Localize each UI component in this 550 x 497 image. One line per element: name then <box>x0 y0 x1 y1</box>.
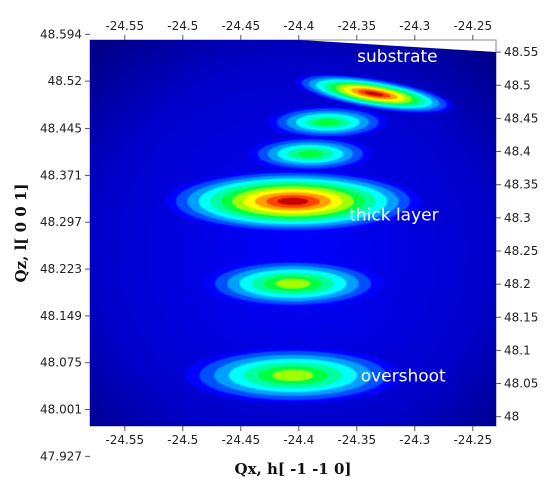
peak-contour <box>296 150 324 158</box>
x-tick-label-top: -24.25 <box>453 19 492 33</box>
y-tick-label-left: 48.075 <box>40 356 82 370</box>
peak-contour <box>314 118 341 126</box>
x-tick-label-top: -24.45 <box>221 19 260 33</box>
x-tick-label-bottom: -24.5 <box>167 433 198 447</box>
y-tick-label-right: 48.55 <box>504 45 538 59</box>
axes-layer: -24.55 -24.5 -24.45 -24.4 -24.35 -24.3 -24.25 -… <box>40 19 538 463</box>
x-tick-label-bottom: -24.25 <box>453 433 492 447</box>
peak-thick-layer <box>165 170 421 233</box>
y-tick-label-left: 48.371 <box>40 168 82 182</box>
x-tick-label-bottom: -24.4 <box>283 433 314 447</box>
y-tick-label-right: 48 <box>504 410 519 424</box>
peak-substrate <box>295 74 454 114</box>
y-tick-label-right: 48.2 <box>504 277 531 291</box>
x-tick-label-bottom: -24.55 <box>105 433 144 447</box>
y-tick-label-right: 48.25 <box>504 244 538 258</box>
y-tick-label-right: 48.05 <box>504 377 538 391</box>
map-layer <box>90 40 496 426</box>
x-tick-label-bottom: -24.35 <box>337 433 376 447</box>
y-tick-label-right: 48.15 <box>504 310 538 324</box>
y-tick-label-right: 48.35 <box>504 178 538 192</box>
y-tick-label-right: 48.1 <box>504 343 531 357</box>
y-axis-title: Qz, l[ 0 0 1] <box>12 184 30 283</box>
x-tick-label-bottom: -24.3 <box>399 433 430 447</box>
x-tick-label-bottom: -24.45 <box>221 433 260 447</box>
peaks-layer <box>165 74 454 404</box>
y-tick-label-left: 47.927 <box>40 449 82 463</box>
peak-contour <box>364 91 384 97</box>
y-tick-label-right: 48.5 <box>504 78 531 92</box>
y-tick-label-right: 48.4 <box>504 145 531 159</box>
y-tick-label-left: 48.223 <box>40 262 82 276</box>
peak-contour <box>277 197 309 206</box>
y-tick-label-right: 48.3 <box>504 211 531 225</box>
x-axis-title: Qx, h[ -1 -1 0] <box>235 460 352 478</box>
y-tick-label-right: 48.45 <box>504 111 538 125</box>
y-tick-label-left: 48.297 <box>40 215 82 229</box>
y-tick-label-left: 48.594 <box>40 27 82 41</box>
x-tick-label-top: -24.5 <box>167 19 198 33</box>
annotation-thick-layer: thick layer <box>349 205 438 225</box>
annotation-overshoot: overshoot <box>361 367 446 387</box>
peak-layer-peak-3 <box>248 136 373 171</box>
y-tick-label-left: 48.445 <box>40 122 82 136</box>
annotation-substrate: substrate <box>357 47 437 67</box>
measured-region <box>90 40 496 426</box>
x-tick-label-top: -24.3 <box>399 19 430 33</box>
y-tick-label-left: 48.001 <box>40 403 82 417</box>
peak-contour <box>272 370 314 381</box>
peak-layer-peak-5 <box>203 259 383 308</box>
y-tick-label-left: 48.52 <box>48 74 82 88</box>
x-tick-label-top: -24.35 <box>337 19 376 33</box>
peak-layer-peak-2 <box>267 106 388 139</box>
annotations-layer: substrate thick layer overshoot <box>349 47 446 387</box>
peak-contour <box>275 279 311 289</box>
x-tick-label-top: -24.4 <box>283 19 314 33</box>
peak-overshoot <box>185 347 401 404</box>
y-tick-label-left: 48.149 <box>40 309 82 323</box>
x-tick-label-top: -24.55 <box>105 19 144 33</box>
